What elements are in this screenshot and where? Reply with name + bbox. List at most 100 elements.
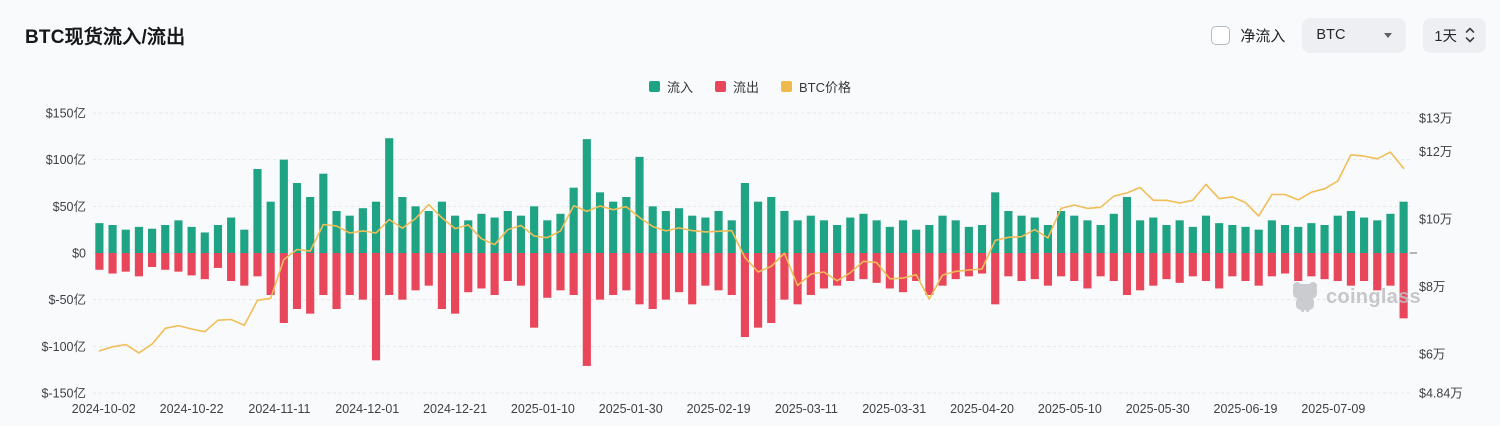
outflow-bar (240, 253, 249, 286)
inflow-bar (569, 187, 578, 253)
inflow-bar (240, 229, 249, 253)
svg-text:2024-10-02: 2024-10-02 (72, 402, 136, 416)
inflow-bar (530, 206, 539, 253)
outflow-bar (1070, 253, 1079, 281)
svg-text:2025-01-10: 2025-01-10 (511, 402, 575, 416)
interval-stepper[interactable]: 1天 (1423, 17, 1486, 53)
inflow-bar (1122, 197, 1132, 253)
svg-text:2025-01-30: 2025-01-30 (599, 402, 663, 416)
net-inflow-toggle[interactable]: 净流入 (1211, 25, 1285, 46)
inflow-bar (740, 183, 749, 253)
symbol-select-value: BTC (1316, 27, 1346, 43)
inflow-bars[interactable] (95, 138, 1408, 253)
outflow-bar (1399, 253, 1408, 319)
svg-text:2024-12-21: 2024-12-21 (423, 402, 487, 416)
net-inflow-label: 净流入 (1240, 27, 1286, 45)
inflow-swatch-icon (648, 81, 660, 92)
inflow-bar (371, 201, 381, 253)
inflow-bar (437, 201, 446, 253)
outflow-bar (1280, 253, 1290, 274)
outflow-bar (371, 253, 381, 361)
outflow-bar (1254, 253, 1263, 286)
outflow-bar (1149, 253, 1158, 286)
outflow-bar (1083, 253, 1092, 289)
svg-text:2025-07-09: 2025-07-09 (1301, 402, 1365, 416)
inflow-bar (1241, 226, 1250, 253)
outflow-bar (661, 253, 670, 300)
legend-item-inflow[interactable]: 流入 (648, 77, 693, 96)
inflow-bar (95, 223, 104, 253)
inflow-bar (938, 215, 947, 253)
outflow-bar (200, 253, 209, 280)
outflow-bar (595, 253, 605, 300)
outflow-bar (451, 253, 460, 314)
inflow-bar (1307, 223, 1316, 253)
outflow-bar (1228, 253, 1237, 277)
inflow-bar (1175, 220, 1184, 253)
outflow-bar (688, 253, 697, 305)
inflow-bar (1017, 215, 1026, 253)
outflow-bar (582, 253, 591, 366)
outflow-bar (174, 253, 183, 272)
inflow-bar (806, 215, 815, 253)
outflow-bar (253, 253, 262, 277)
symbol-select[interactable]: BTC (1302, 17, 1407, 53)
inflow-bar (1162, 225, 1171, 253)
inflow-bar (582, 139, 591, 253)
outflow-bar (846, 253, 855, 281)
inflow-bar (516, 215, 526, 253)
inflow-bar (424, 211, 433, 253)
inflow-bar (1188, 226, 1197, 253)
inflow-bar (108, 225, 117, 253)
inflow-bar (1070, 215, 1079, 253)
outflow-bar (1096, 253, 1105, 277)
svg-text:$0: $0 (72, 247, 86, 261)
outflow-bar (1241, 253, 1250, 281)
outflow-bar (1346, 253, 1355, 286)
chevron-down-icon (1384, 32, 1393, 38)
inflow-bar (411, 206, 420, 253)
outflow-bar (1004, 253, 1013, 277)
svg-text:$-100亿: $-100亿 (42, 339, 86, 354)
inflow-bar (951, 220, 960, 253)
svg-text:$4.84万: $4.84万 (1419, 387, 1463, 401)
outflow-bar (1320, 253, 1329, 280)
outflow-bar (516, 253, 526, 286)
outflow-bar (227, 253, 236, 281)
outflow-bar (1201, 253, 1211, 281)
chart-controls: 净流入 BTC 1天 (1211, 17, 1486, 53)
page-title: BTC现货流入/流出 (25, 27, 186, 48)
inflow-bar (1083, 220, 1092, 253)
outflow-bar (648, 253, 657, 309)
outflow-bar (345, 253, 354, 295)
inflow-bar (648, 206, 657, 253)
inflow-bar (1004, 211, 1013, 253)
outflow-bar (1109, 253, 1118, 281)
outflow-bar (898, 253, 908, 293)
grid-lines (93, 112, 1412, 394)
outflow-bar (1188, 253, 1197, 277)
outflow-bar (1333, 253, 1342, 281)
net-inflow-checkbox[interactable] (1211, 25, 1231, 45)
outflow-bars[interactable] (95, 253, 1408, 366)
legend-item-btc-price[interactable]: BTC价格 (781, 77, 851, 96)
outflow-bar (951, 253, 960, 280)
interval-value: 1天 (1434, 28, 1457, 45)
inflow-bar (1333, 215, 1342, 253)
inflow-bar (543, 220, 552, 253)
outflow-bar (398, 253, 407, 300)
outflow-bar (1386, 253, 1395, 286)
outflow-bar (1294, 253, 1303, 281)
inflow-bar (134, 226, 143, 253)
inflow-bar (859, 213, 868, 253)
inflow-bar (674, 208, 684, 253)
outflow-bar (306, 253, 315, 314)
outflow-bar (1215, 253, 1224, 289)
up-down-chevron-icon[interactable] (1465, 26, 1475, 44)
inflow-bar (872, 220, 881, 253)
outflow-bar (266, 253, 275, 295)
btc-price-line[interactable] (98, 151, 1405, 354)
inflow-bar (846, 217, 855, 253)
legend-item-outflow[interactable]: 流出 (714, 77, 759, 96)
